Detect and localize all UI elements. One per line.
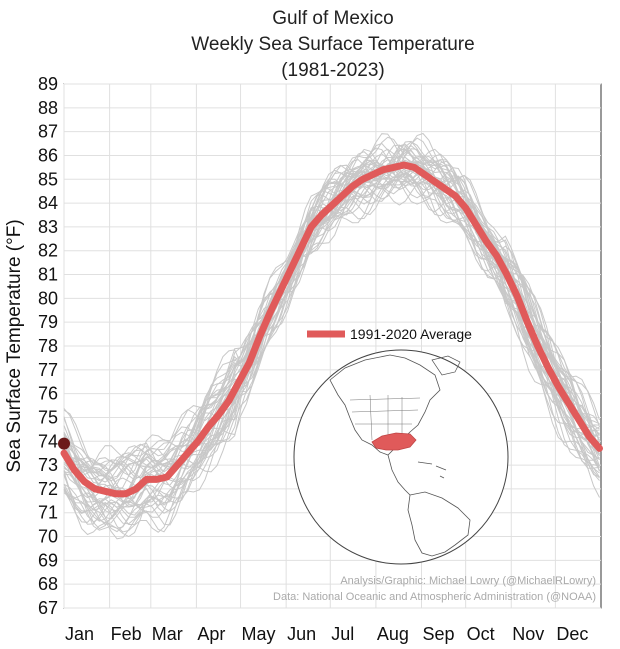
chart-title-line-1: Gulf of Mexico [272,8,393,29]
historical-year-line [63,180,600,536]
y-tick-label: 84 [38,193,58,213]
historical-year-line [63,144,600,481]
y-tick-label: 78 [38,336,58,356]
y-tick-label: 77 [38,360,58,380]
y-axis-ticks: 67 68 69 70 71 72 73 74 75 76 77 78 79 80 81 82 83 84 85 86… [38,74,58,618]
y-tick-label: 79 [38,312,58,332]
x-tick-label: Aug [377,624,409,644]
y-tick-label: 80 [38,288,58,308]
average-line-1991-2020 [60,161,603,498]
y-tick-label: 68 [38,574,58,594]
y-tick-label: 73 [38,455,58,475]
y-tick-label: 72 [38,479,58,499]
south-america-shape [407,491,471,557]
historical-year-line [63,132,600,473]
y-tick-label: 88 [38,98,58,118]
greenland-shape [431,355,461,376]
y-axis-label: Sea Surface Temperature (°F) [4,219,25,472]
x-tick-label: Jul [331,624,354,644]
historical-year-line [63,175,600,540]
x-tick-label: Jun [287,624,316,644]
y-tick-label: 74 [38,431,58,451]
historical-year-line [63,143,600,479]
central-america-shape [387,454,411,496]
credit-analysis: Analysis/Graphic: Michael Lowry (@Michae… [340,575,596,587]
historical-year-line [63,161,600,533]
x-tick-label: Nov [512,624,544,644]
y-tick-label: 67 [38,598,58,618]
x-tick-label: Feb [111,624,142,644]
y-tick-label: 85 [38,169,58,189]
x-tick-label: Jan [65,624,94,644]
y-tick-label: 81 [38,265,58,285]
y-tick-label: 71 [38,503,58,523]
x-tick-label: May [242,624,276,644]
us-state-lines [349,394,421,445]
legend: 1991-2020 Average [307,326,472,342]
chart-title-line-3: (1981-2023) [281,60,385,81]
x-tick-label: Apr [197,624,225,644]
chart-title-line-2: Weekly Sea Surface Temperature [191,34,474,55]
globe-outline [293,349,509,565]
y-tick-label: 69 [38,550,58,570]
credit-data: Data: National Oceanic and Atmospheric A… [273,591,596,603]
x-axis-ticks: Jan Feb Mar Apr May Jun Jul Aug Sep Oct Nov Dec [65,624,588,644]
globe-inset [293,349,509,565]
y-tick-label: 75 [38,407,58,427]
x-tick-label: Oct [467,624,495,644]
caribbean-islands [417,461,447,479]
historical-year-line [63,170,600,538]
x-tick-label: Mar [152,624,183,644]
y-tick-label: 70 [38,527,58,547]
x-tick-label: Sep [423,624,455,644]
gulf-of-mexico-highlight [371,432,417,451]
x-tick-label: Dec [556,624,588,644]
y-tick-label: 89 [38,74,58,94]
y-tick-label: 83 [38,217,58,237]
y-tick-label: 87 [38,122,58,142]
north-america-shape [329,354,441,456]
legend-label: 1991-2020 Average [350,326,472,342]
y-tick-label: 86 [38,145,58,165]
y-tick-label: 82 [38,241,58,261]
current-temperature-point [58,437,70,450]
y-tick-label: 76 [38,384,58,404]
